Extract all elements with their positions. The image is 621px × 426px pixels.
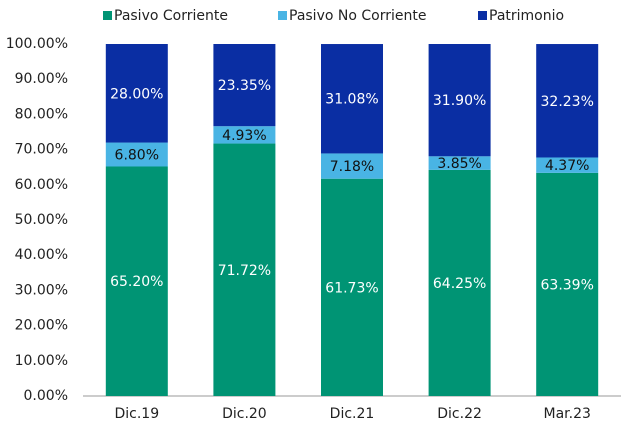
bar-segment [536,172,599,396]
x-tick-label: Dic.22 [437,406,482,422]
data-label: 4.37% [545,158,589,174]
y-tick-label: 60.00% [15,177,68,193]
x-tick-label: Mar.23 [543,406,590,422]
bar-segment [428,156,491,170]
data-label: 71.72% [218,263,271,279]
x-tick-label: Dic.21 [330,406,375,422]
bar-segment [428,44,491,157]
bar-segment [321,44,383,154]
data-label: 4.93% [222,128,266,144]
bar-segment [105,142,168,167]
bar-segment [105,166,168,396]
y-tick-label: 30.00% [15,282,68,298]
bar-segment [321,153,383,179]
data-label: 64.25% [433,276,486,292]
data-label: 31.08% [325,92,378,108]
x-tick-label: Dic.19 [114,406,159,422]
bar-segment [213,44,276,127]
bar-segment [213,126,276,144]
legend-swatch [478,11,487,20]
y-tick-label: 80.00% [15,106,68,122]
data-label: 7.18% [330,159,374,175]
legend-label: Patrimonio [489,8,564,24]
y-tick-label: 0.00% [24,388,68,404]
y-tick-label: 70.00% [15,142,68,158]
bar-segment [428,169,491,396]
data-label: 23.35% [218,78,271,94]
legend-swatch [103,11,112,20]
data-label: 6.80% [115,148,159,164]
y-tick-label: 40.00% [15,247,68,263]
data-label: 3.85% [437,156,481,172]
bar-segment [536,44,599,158]
data-label: 65.20% [110,274,163,290]
data-label: 61.73% [325,280,378,296]
bar-segment [213,143,276,396]
data-label: 28.00% [110,86,163,102]
y-tick-label: 50.00% [15,212,68,228]
legend-label: Pasivo Corriente [114,8,228,24]
x-tick-label: Dic.20 [222,406,267,422]
data-label: 63.39% [541,277,594,293]
y-tick-label: 10.00% [15,353,68,369]
y-tick-label: 20.00% [15,318,68,334]
y-tick-label: 100.00% [6,36,68,52]
y-tick-label: 90.00% [15,71,68,87]
legend-swatch [278,11,287,20]
bar-segment [536,157,599,173]
data-label: 31.90% [433,93,486,109]
data-label: 32.23% [541,94,594,110]
bar-segment [105,44,168,143]
bar-segment [321,178,383,396]
legend-label: Pasivo No Corriente [289,8,426,24]
